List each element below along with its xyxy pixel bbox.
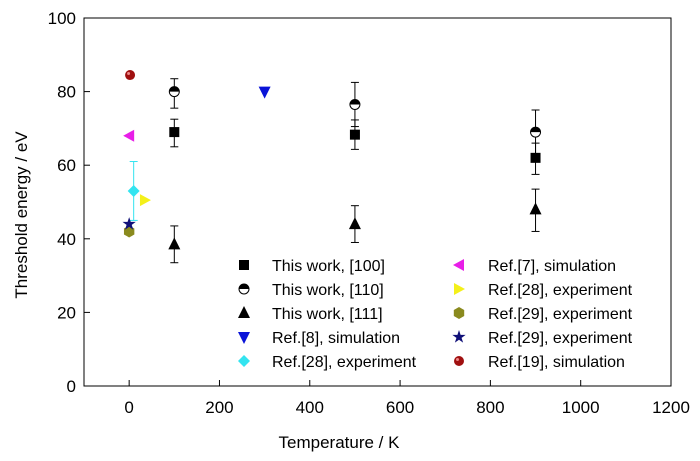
triangle-right-marker [454, 283, 465, 295]
y-tick-label: 100 [48, 9, 76, 28]
star-marker [122, 217, 136, 230]
legend-entry: This work, [111] [238, 306, 383, 323]
half-filled-circle-marker [238, 283, 250, 295]
x-axis-label: Temperature / K [279, 433, 401, 452]
triangle-up-marker [529, 202, 542, 215]
circle-marker [454, 356, 464, 366]
hexagon-marker [123, 225, 135, 238]
diamond-marker [238, 355, 250, 367]
legend-entry: Ref.[19], simulation [454, 354, 625, 371]
circle-top-half [530, 127, 541, 133]
legend-entry: This work, [110] [238, 282, 384, 299]
circle-fill [454, 356, 464, 366]
half-filled-circle-marker [530, 126, 542, 138]
x-tick-label: 1000 [562, 398, 600, 417]
square-marker [349, 129, 360, 140]
circle-marker [125, 70, 136, 81]
y-tick-label: 40 [57, 230, 76, 249]
circle-top-half [349, 99, 360, 105]
legend-label: This work, [100] [272, 258, 385, 275]
y-axis-label: Threshold energy / eV [12, 131, 31, 299]
plot-frame [83, 17, 672, 387]
y-tick-label: 60 [57, 156, 76, 175]
x-tick-label: 600 [386, 398, 414, 417]
half-filled-circle-marker [168, 86, 180, 98]
triangle-right-marker [139, 194, 151, 207]
triangle-left-marker [453, 259, 464, 271]
legend-label: Ref.[29], experiment [488, 306, 633, 323]
legend-entry: Ref.[28], experiment [454, 282, 633, 299]
triangle-up-marker [238, 306, 250, 318]
circle-highlight [127, 72, 131, 76]
legend-entry: Ref.[29], experiment [452, 330, 633, 347]
star-marker [452, 330, 466, 343]
triangle-left-marker [123, 129, 135, 142]
y-tick-label: 80 [57, 83, 76, 102]
square-marker [239, 260, 249, 270]
triangle-up-marker [168, 237, 181, 250]
legend-entry: Ref.[8], simulation [238, 330, 400, 347]
legend-entry: Ref.[7], simulation [453, 258, 616, 275]
square-marker [169, 127, 180, 138]
triangle-down-marker [258, 86, 271, 99]
half-filled-circle-marker [349, 98, 361, 110]
legend-label: This work, [111] [272, 306, 383, 323]
circle-top-half [239, 284, 249, 289]
x-tick-label: 1200 [652, 398, 690, 417]
x-tick-label: 200 [205, 398, 233, 417]
square-marker [530, 152, 541, 163]
legend-entry: This work, [100] [239, 258, 385, 275]
triangle-down-marker [238, 332, 250, 344]
hexagon-marker [453, 307, 465, 319]
legend-entry: Ref.[28], experiment [238, 354, 417, 371]
legend-label: Ref.[7], simulation [488, 258, 616, 275]
legend-label: Ref.[28], experiment [272, 354, 417, 371]
legend-label: Ref.[29], experiment [488, 330, 633, 347]
legend-label: Ref.[19], simulation [488, 354, 625, 371]
x-tick-label: 0 [124, 398, 133, 417]
x-tick-label: 800 [476, 398, 504, 417]
triangle-up-marker [348, 217, 361, 230]
y-tick-label: 20 [57, 303, 76, 322]
circle-highlight [456, 358, 459, 361]
circle-fill [125, 70, 136, 81]
legend-entry: Ref.[29], experiment [453, 306, 633, 323]
y-tick-label: 0 [67, 377, 76, 396]
legend-label: Ref.[28], experiment [488, 282, 633, 299]
legend-label: Ref.[8], simulation [272, 330, 400, 347]
circle-top-half [169, 86, 180, 92]
x-tick-label: 400 [296, 398, 324, 417]
diamond-marker [127, 184, 140, 197]
legend-label: This work, [110] [272, 282, 384, 299]
